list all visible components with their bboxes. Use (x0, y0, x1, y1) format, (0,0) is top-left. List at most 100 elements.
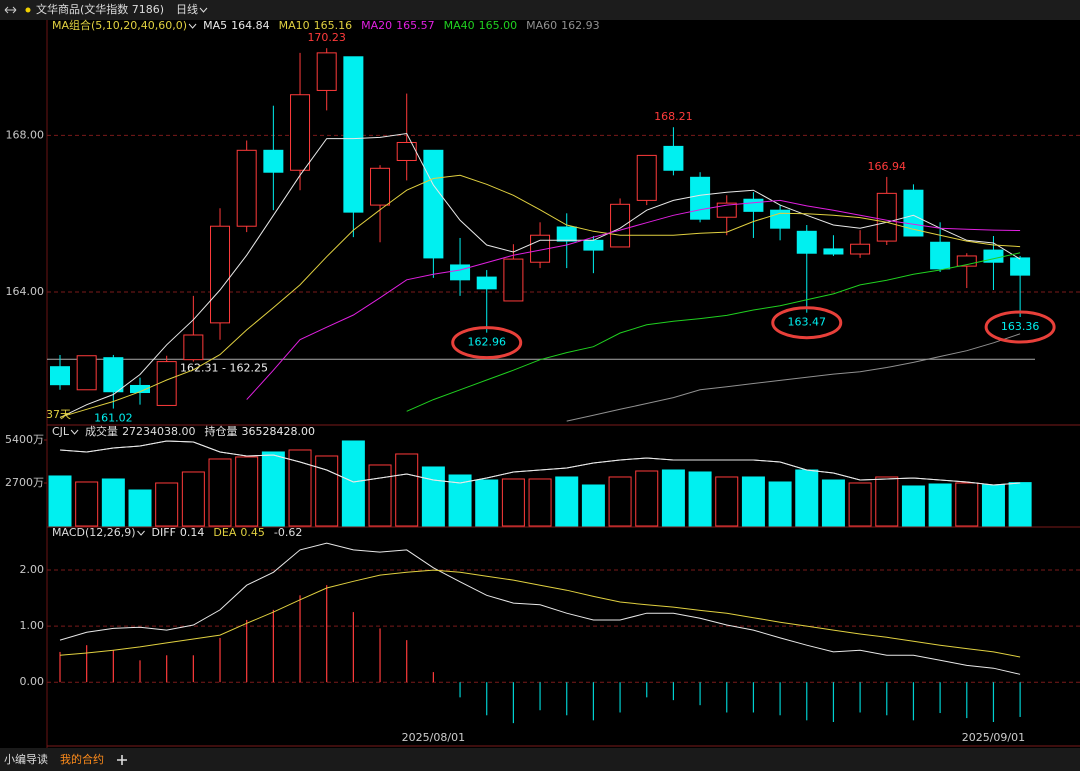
legend-name: MA60 (526, 19, 557, 32)
switch-icon[interactable] (4, 6, 17, 14)
footer-tab[interactable]: 我的合约 (60, 752, 104, 766)
volume-bar (608, 476, 632, 527)
legend-value: 27234038.00 (122, 425, 195, 438)
header-bar (0, 0, 1080, 20)
volume-bar (128, 489, 152, 527)
candle-body (636, 154, 657, 201)
legend-name: MA10 (279, 19, 310, 32)
ma-line (246, 199, 1021, 400)
y-tick-label: 1.00 (20, 619, 45, 632)
candle-body (450, 264, 471, 281)
legend-value: 162.93 (561, 19, 600, 32)
footer-tab[interactable]: 小编导读 (4, 752, 48, 766)
macd-line (59, 542, 1021, 675)
legend-value: 0.45 (240, 526, 265, 539)
candle-body (876, 192, 897, 242)
legend-value: 0.14 (180, 526, 205, 539)
ma-line (566, 333, 1021, 422)
volume-bar (555, 476, 579, 527)
candle-body (1010, 257, 1031, 276)
candle-body (663, 145, 684, 171)
x-tick-label: 2025/08/01 (402, 731, 465, 744)
header-title: 文华商品(文华指数 7186) (36, 2, 164, 16)
candle-body (930, 241, 951, 270)
period-selector[interactable]: 日线 (176, 2, 198, 16)
footer-bar (0, 748, 1080, 771)
legend-value: 165.57 (396, 19, 435, 32)
add-tab[interactable] (117, 755, 127, 765)
y-tick-label: 0.00 (20, 675, 45, 688)
volume-bar (741, 476, 765, 527)
volume-bar (901, 485, 925, 527)
candle-body (263, 149, 284, 173)
volume-bar (981, 484, 1005, 527)
candle-body (156, 361, 177, 406)
candle-body (130, 384, 151, 394)
volume-bar (475, 479, 499, 527)
volume-bar (288, 449, 312, 527)
candle-body (423, 149, 444, 259)
volume-bar (448, 474, 472, 527)
legend-value: 165.16 (314, 19, 353, 32)
candle-body (316, 52, 337, 91)
volume-bar (715, 476, 739, 527)
ma-line (406, 252, 1021, 412)
period-label: 37天 (46, 408, 71, 421)
y-tick-label: 168.00 (6, 128, 45, 141)
extreme-label: 170.23 (307, 31, 346, 44)
volume-bar (501, 478, 525, 527)
volume-bar (48, 475, 72, 527)
candle-body (50, 366, 70, 386)
volume-bar (955, 482, 979, 527)
candle-body (743, 198, 764, 212)
legend-title: MA组合(5,10,20,40,60,0) (52, 18, 187, 32)
candle-body (370, 167, 391, 206)
volume-bar (395, 453, 419, 527)
legend-value: 164.84 (231, 19, 270, 32)
volume-bar (528, 478, 552, 527)
volume-bar (315, 455, 339, 527)
macd-line (59, 569, 1021, 658)
candle-body (690, 176, 711, 220)
legend-name: 成交量 (85, 424, 118, 438)
candle-body (556, 226, 577, 242)
y-tick-label: 2.00 (20, 563, 45, 576)
candle-body (503, 258, 524, 302)
extreme-label: 163.36 (1001, 320, 1040, 333)
candle-body (290, 94, 311, 171)
extreme-label: 162.96 (467, 336, 506, 349)
legend-name: MA40 (444, 19, 475, 32)
extreme-label: 166.94 (868, 160, 907, 173)
legend-name: MA5 (203, 19, 227, 32)
volume-bar (635, 470, 659, 527)
candle-body (76, 355, 97, 391)
volume-bar (341, 440, 365, 527)
candle-body (210, 225, 231, 324)
y-tick-label: 5400万 (5, 433, 44, 446)
chevron (137, 530, 145, 536)
ma-line (59, 132, 1021, 419)
candle-body (183, 334, 204, 361)
volume-bar (688, 471, 712, 527)
volume-bar (1008, 482, 1032, 527)
legend-value: -0.62 (274, 526, 302, 539)
volume-bar (581, 484, 605, 527)
volume-bar (368, 464, 392, 527)
extreme-label: 163.47 (788, 316, 827, 329)
chevron[interactable] (199, 7, 208, 13)
x-tick-label: 2025/09/01 (962, 731, 1025, 744)
y-tick-label: 164.00 (6, 285, 45, 298)
volume-bar (848, 482, 872, 527)
legend-title: MACD(12,26,9) (52, 526, 136, 539)
candle-body (343, 56, 364, 213)
volume-bar (75, 481, 99, 527)
volume-bar (235, 456, 259, 527)
volume-bar (261, 451, 285, 527)
candle-body (956, 255, 977, 267)
volume-bar (421, 466, 445, 527)
volume-bar (795, 469, 819, 527)
volume-bar (155, 482, 179, 527)
y-tick-label: 2700万 (5, 476, 44, 489)
candle-body (583, 239, 604, 251)
